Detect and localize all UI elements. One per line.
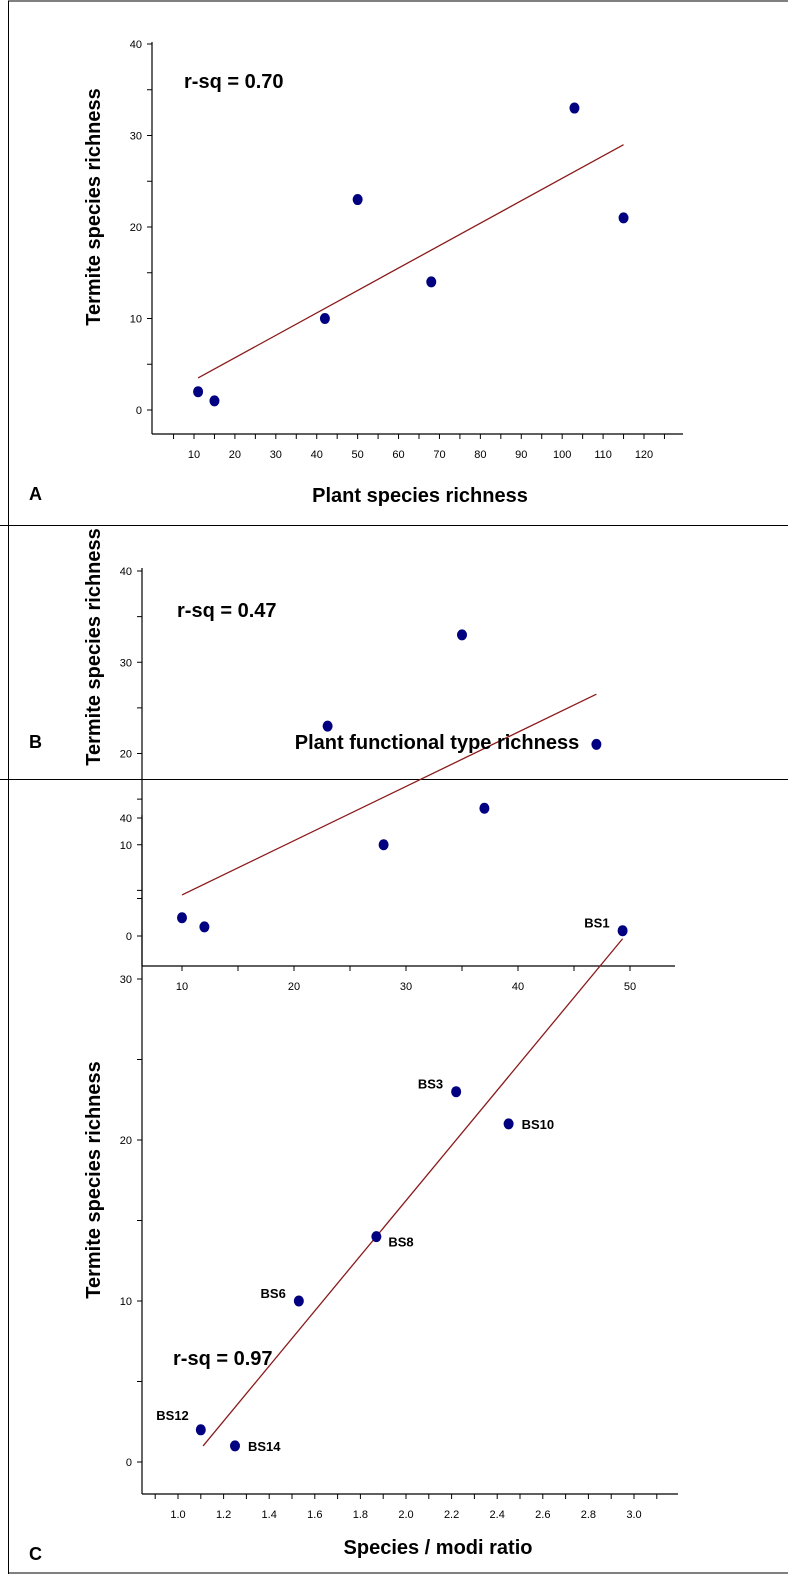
x-tick-label: 2.0: [398, 1509, 413, 1521]
data-point: [618, 212, 629, 224]
x-tick-label: 3.0: [626, 1509, 641, 1521]
panel-c: 0 10 20 30 40 1.0 1.2 1.4 1.6 1.8 2.0 2.2 2.4 2.6 2.8 3…: [29, 813, 678, 1564]
data-point: [293, 1295, 304, 1307]
regression-line: [197, 144, 624, 379]
panel-label: A: [29, 484, 42, 504]
x-tick-label: 20: [288, 981, 300, 993]
x-tick-label: 20: [229, 449, 241, 461]
y-tick-label: 20: [120, 1135, 132, 1147]
y-tick-label: 0: [136, 405, 142, 417]
x-tick-label: 2.2: [444, 1509, 459, 1521]
data-point: [352, 194, 363, 206]
x-tick-label: 70: [433, 449, 445, 461]
data-point: [199, 921, 210, 933]
data-point: [195, 1424, 206, 1436]
x-tick-label: 10: [176, 981, 188, 993]
x-tick-label: 1.8: [353, 1509, 368, 1521]
data-point: [617, 925, 628, 937]
x-tick-label: 80: [474, 449, 486, 461]
x-tick-label: 1.6: [307, 1509, 322, 1521]
point-label: BS3: [418, 1077, 443, 1092]
point-label: BS8: [388, 1235, 413, 1250]
x-tick-label: 2.8: [581, 1509, 596, 1521]
data-point: [319, 313, 330, 324]
y-tick-label: 0: [126, 1457, 132, 1469]
data-point: [426, 276, 437, 288]
regression-line: [202, 938, 624, 1447]
y-tick-label: 30: [120, 974, 132, 986]
x-tick-label: 50: [624, 981, 636, 993]
point-label: BS6: [261, 1286, 286, 1301]
x-tick-label: 1.4: [262, 1509, 277, 1521]
x-tick-label: 60: [392, 449, 404, 461]
point-label: BS12: [156, 1408, 189, 1423]
y-tick-label: 20: [130, 222, 142, 234]
data-point: [569, 102, 580, 114]
y-tick-label: 40: [120, 566, 132, 578]
x-tick-label: 110: [594, 449, 612, 461]
x-tick-label: 100: [553, 449, 571, 461]
x-tick-label: 40: [311, 449, 323, 461]
data-point: [591, 738, 602, 750]
data-point: [503, 1118, 514, 1130]
x-axis-label: Species / modi ratio: [344, 1537, 533, 1559]
y-tick-label: 40: [120, 813, 132, 825]
y-axis-label: Termite species richness: [83, 88, 105, 326]
data-point: [177, 912, 187, 924]
x-tick-label: 120: [635, 449, 653, 461]
y-axis-label: Termite species richness: [83, 1061, 105, 1299]
point-label: BS10: [522, 1117, 555, 1132]
x-tick-label: 1.0: [170, 1509, 185, 1521]
r-squared-annotation: r-sq = 0.47: [177, 600, 277, 622]
data-point: [322, 720, 333, 732]
data-point: [479, 802, 490, 814]
data-point: [451, 1086, 462, 1098]
x-tick-label: 30: [400, 981, 412, 993]
y-tick-label: 20: [120, 749, 132, 761]
r-squared-annotation: r-sq = 0.97: [173, 1348, 273, 1370]
x-axis-label: Plant functional type richness: [295, 732, 580, 754]
y-tick-label: 10: [120, 1296, 132, 1308]
x-tick-label: 2.4: [490, 1509, 505, 1521]
panel-label: B: [29, 732, 42, 752]
y-axis-label: Termite species richness: [83, 528, 105, 766]
panel-b: 0 10 20 30 40 10 20 30 40 50 r-sq = 0.47 Plant func…: [29, 528, 675, 993]
x-tick-label: 50: [352, 449, 364, 461]
panel-a: 0 10 20 30 40 10 20 30 40 50 60 70 80 90 100 110 120 r-sq…: [29, 39, 683, 507]
x-axis-label: Plant species richness: [312, 485, 528, 507]
x-tick-label: 2.6: [535, 1509, 550, 1521]
data-point: [193, 386, 204, 398]
x-tick-label: 30: [270, 449, 282, 461]
y-tick-label: 10: [120, 840, 132, 852]
point-label: BS14: [248, 1439, 281, 1454]
y-tick-label: 30: [130, 131, 142, 143]
regression-line: [181, 693, 597, 896]
data-point: [378, 839, 389, 851]
data-point: [209, 395, 220, 407]
r-squared-annotation: r-sq = 0.70: [184, 71, 284, 93]
panel-label: C: [29, 1544, 42, 1564]
x-tick-label: 1.2: [216, 1509, 231, 1521]
data-point: [457, 629, 467, 641]
x-tick-label: 10: [188, 449, 200, 461]
x-tick-label: 40: [512, 981, 524, 993]
y-tick-label: 40: [130, 39, 142, 51]
y-tick-label: 30: [120, 657, 132, 669]
point-label: BS1: [584, 916, 609, 931]
y-tick-label: 0: [126, 931, 132, 943]
data-point: [371, 1231, 382, 1243]
y-tick-label: 10: [130, 314, 142, 326]
data-point: [230, 1440, 240, 1452]
x-tick-label: 90: [515, 449, 527, 461]
